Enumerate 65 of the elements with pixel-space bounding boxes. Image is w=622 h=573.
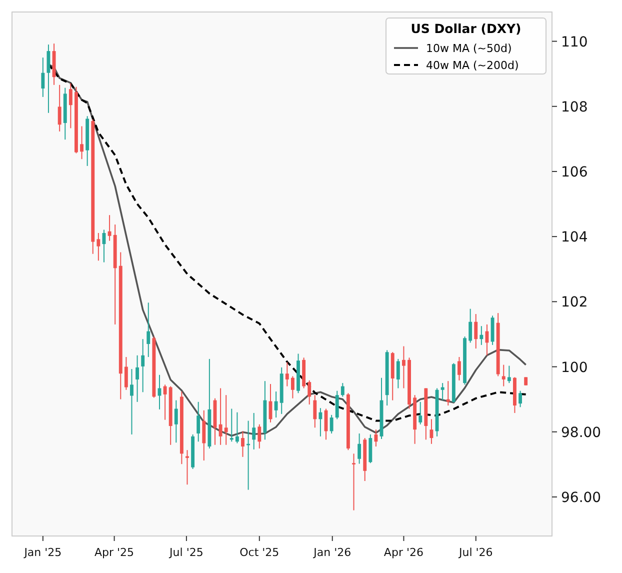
candlestick bbox=[285, 362, 289, 387]
candlestick bbox=[41, 57, 45, 98]
candlestick bbox=[468, 308, 472, 344]
x-tick-label: Jan '25 bbox=[23, 546, 62, 559]
candlestick bbox=[141, 338, 145, 393]
y-tick-label: 108 bbox=[561, 99, 588, 116]
candlestick bbox=[274, 390, 278, 418]
candlestick bbox=[96, 232, 100, 262]
candlestick bbox=[474, 314, 478, 350]
candlestick bbox=[174, 400, 178, 444]
candlestick bbox=[458, 356, 461, 381]
x-tick-label: Jan '26 bbox=[312, 546, 352, 559]
y-tick-label: 110 bbox=[561, 34, 588, 50]
candlestick bbox=[124, 356, 128, 390]
candlestick bbox=[330, 414, 334, 434]
candlestick bbox=[230, 408, 234, 442]
candlestick bbox=[518, 390, 522, 408]
candlestick bbox=[507, 365, 511, 384]
legend-title: US Dollar (DXY) bbox=[410, 21, 522, 36]
legend-label: 10w MA (~50d) bbox=[426, 42, 512, 55]
candlestick bbox=[308, 380, 312, 406]
x-tick-label: Oct '25 bbox=[240, 546, 280, 559]
candlestick bbox=[480, 326, 484, 346]
candlestick bbox=[335, 390, 339, 420]
candlestick bbox=[136, 354, 140, 402]
candlestick bbox=[252, 412, 256, 450]
candlestick bbox=[130, 368, 134, 435]
x-tick-label: Jul '26 bbox=[458, 546, 493, 559]
candlestick bbox=[58, 84, 62, 132]
candlestick bbox=[352, 453, 356, 511]
candlestick bbox=[68, 82, 72, 129]
candlestick bbox=[80, 126, 84, 160]
candlestick bbox=[224, 394, 228, 446]
y-tick-label: 104 bbox=[561, 230, 588, 246]
candlestick bbox=[396, 358, 400, 389]
y-tick-label: 98.00 bbox=[561, 424, 602, 441]
y-tick-label: 96.00 bbox=[561, 490, 602, 506]
candlestick bbox=[108, 214, 112, 242]
y-tick-label: 106 bbox=[561, 164, 588, 180]
candlestick bbox=[218, 388, 222, 446]
candlestick bbox=[146, 302, 150, 358]
candlestick bbox=[340, 382, 344, 398]
candlestick bbox=[358, 432, 362, 464]
candlestick bbox=[402, 346, 406, 389]
candlestick bbox=[241, 430, 244, 458]
candlestick bbox=[313, 394, 317, 428]
candlestick bbox=[202, 410, 206, 461]
candlestick bbox=[186, 450, 189, 486]
candlestick bbox=[196, 401, 200, 442]
candlestick bbox=[374, 429, 378, 447]
x-tick-label: Jul '25 bbox=[168, 546, 204, 559]
x-tick-label: Apr '26 bbox=[384, 546, 424, 559]
candlestick bbox=[235, 412, 239, 444]
candlestick bbox=[446, 380, 450, 406]
y-tick-label: 102 bbox=[561, 294, 588, 311]
candlestick bbox=[163, 384, 167, 420]
candlestick bbox=[290, 376, 294, 399]
candlestick bbox=[440, 382, 444, 401]
legend-label: 40w MA (~200d) bbox=[426, 59, 519, 72]
candlestick bbox=[418, 401, 422, 425]
candlestick bbox=[318, 408, 322, 437]
x-tick-label: Apr '25 bbox=[94, 546, 134, 559]
candlestick bbox=[258, 424, 262, 449]
y-tick-label: 100 bbox=[561, 360, 588, 376]
candlestick bbox=[502, 364, 506, 387]
